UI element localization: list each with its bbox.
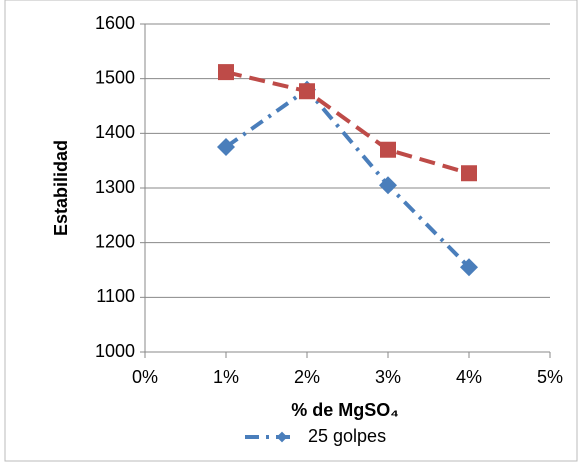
y-tick-label: 1300 bbox=[95, 177, 135, 197]
y-tick-label: 1600 bbox=[95, 13, 135, 33]
series-line bbox=[224, 86, 471, 269]
data-point bbox=[461, 165, 477, 182]
x-tick-label: 2% bbox=[294, 367, 320, 387]
y-tick-label: 1400 bbox=[95, 122, 135, 142]
data-point bbox=[299, 83, 315, 100]
data-point bbox=[379, 176, 397, 195]
y-axis-label: Estabilidad bbox=[51, 140, 71, 236]
x-tick-label: 4% bbox=[456, 367, 482, 387]
legend-marker bbox=[276, 431, 288, 443]
legend-label: 25 golpes bbox=[308, 426, 386, 446]
data-point bbox=[217, 138, 235, 156]
y-tick-label: 1500 bbox=[95, 67, 135, 87]
data-point bbox=[218, 64, 234, 81]
y-tick-label: 1200 bbox=[95, 231, 135, 251]
data-point bbox=[460, 258, 478, 277]
x-tick-label: 0% bbox=[132, 367, 158, 387]
y-tick-label: 1000 bbox=[95, 341, 135, 361]
data-point bbox=[380, 141, 396, 158]
chart-frame bbox=[4, 0, 578, 462]
x-axis-label: % de MgSO₄ bbox=[291, 400, 399, 420]
x-tick-label: 3% bbox=[375, 367, 401, 387]
x-tick-label: 5% bbox=[537, 367, 563, 387]
x-tick-label: 1% bbox=[213, 367, 239, 387]
series-line bbox=[225, 70, 470, 176]
y-tick-label: 1100 bbox=[96, 286, 135, 306]
